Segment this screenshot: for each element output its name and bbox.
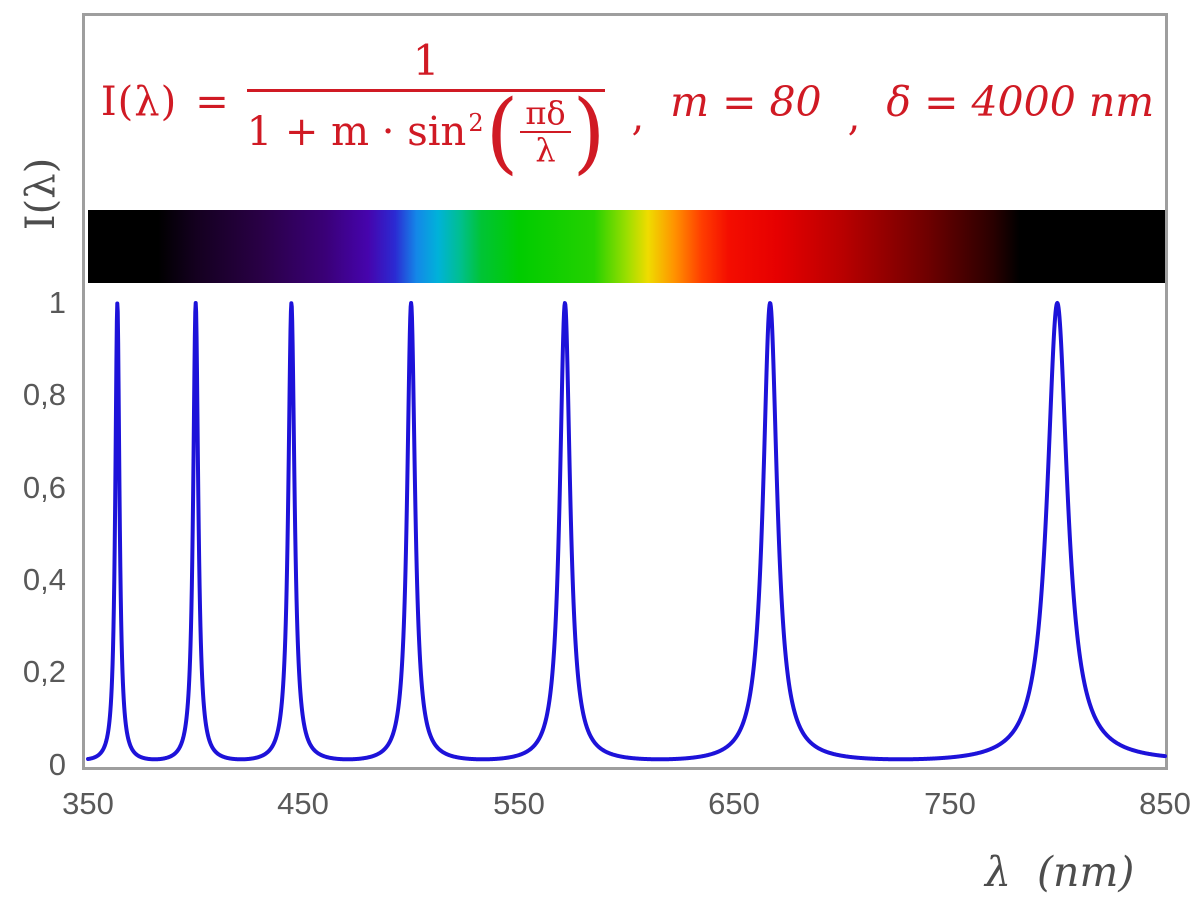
denominator-text: 1 + m · sin (246, 109, 467, 156)
y-tick-label: 0,8 (22, 377, 66, 412)
right-paren: ) (572, 80, 606, 184)
intensity-curve-line (86, 301, 1167, 762)
spectrum-bar (88, 210, 1165, 283)
x-tick-label: 750 (924, 786, 976, 821)
x-tick-label: 850 (1139, 786, 1191, 821)
x-tick-label: 650 (708, 786, 760, 821)
sin-exponent: 2 (468, 109, 484, 138)
formula-equals: = (195, 79, 229, 125)
y-tick-label: 0,6 (22, 470, 66, 505)
fraction-bar (246, 88, 606, 92)
y-tick-label: 0 (48, 747, 66, 782)
y-tick-label: 0,2 (22, 654, 66, 689)
chart-frame (82, 13, 1168, 770)
inner-numerator: πδ (520, 96, 571, 134)
inner-denominator: λ (535, 131, 556, 170)
formula: I(λ) = 1 1 + m · sin 2(πδ λ) , m = 80 , δ … (90, 26, 1165, 178)
y-tick-label: 0,4 (22, 562, 66, 597)
left-paren: ( (485, 80, 519, 184)
x-tick-label: 350 (62, 786, 114, 821)
fraction-denominator: 1 + m · sin 2(πδ λ) (246, 80, 606, 184)
intensity-curve (86, 301, 1167, 762)
formula-fraction: 1 1 + m · sin 2(πδ λ) (246, 35, 606, 184)
param-m: m = 80 (670, 78, 822, 126)
formula-lhs: I(λ) (100, 79, 178, 125)
x-tick-label: 450 (277, 786, 329, 821)
inner-fraction: πδ λ (520, 96, 571, 170)
param-delta: δ = 4000 nm (886, 78, 1155, 126)
fraction-numerator: 1 (412, 35, 440, 85)
x-tick-label: 550 (493, 786, 545, 821)
separator-comma: , (847, 94, 861, 140)
y-tick-label: 1 (48, 285, 66, 320)
separator-comma: , (631, 94, 645, 140)
y-axis-title: I(λ) (18, 157, 64, 231)
x-axis-title: λ (nm) (985, 848, 1135, 896)
